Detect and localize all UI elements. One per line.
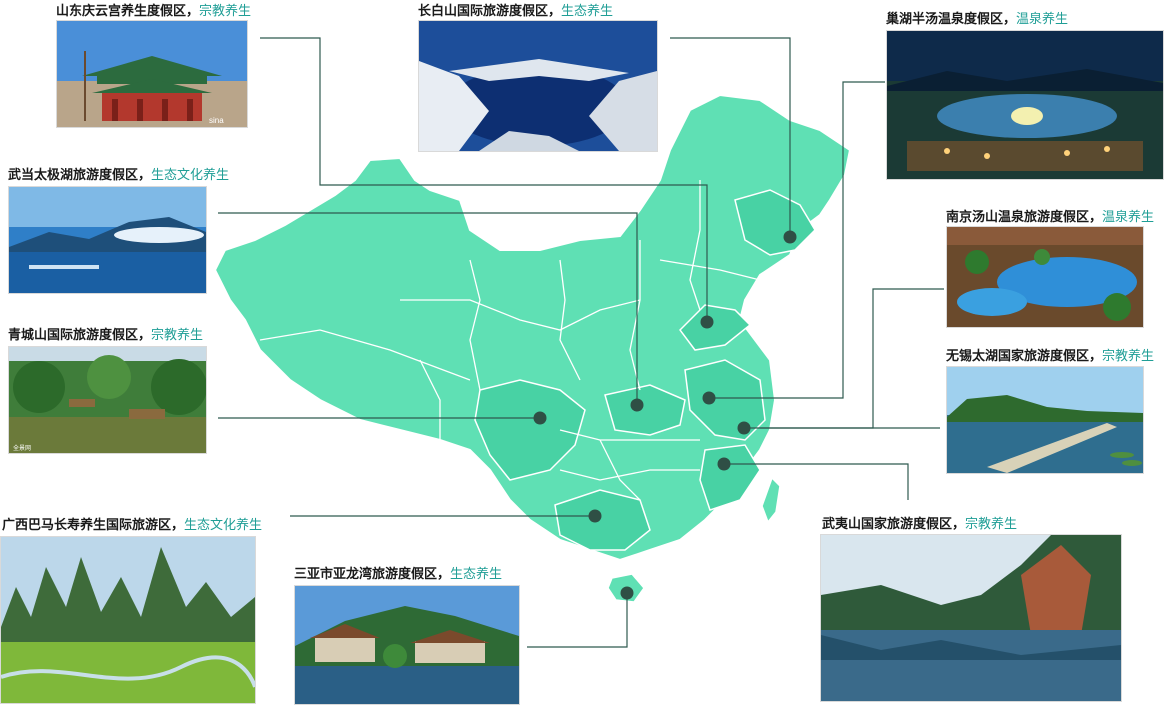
resort-category: 温泉养生	[1016, 11, 1069, 26]
location-markers	[533, 230, 797, 600]
province-guangxi	[554, 489, 651, 551]
resort-category: 生态养生	[561, 3, 614, 18]
marker-chaohu	[702, 391, 716, 405]
photo-tropical-villa	[294, 585, 520, 705]
leader-lines	[218, 37, 944, 648]
resort-category: 生态文化养生	[151, 167, 230, 182]
resort-caption: 山东庆云宫养生度假区，宗教养生	[56, 0, 251, 19]
china-mainland	[213, 93, 852, 562]
resort-category: 宗教养生	[1102, 348, 1155, 363]
resort-caption: 南京汤山温泉旅游度假区，温泉养生	[946, 206, 1154, 225]
province-hubei	[604, 384, 686, 436]
photo-lake-pier	[946, 366, 1144, 474]
photo-night-resort	[886, 30, 1164, 180]
caption-separator: ，	[138, 327, 152, 342]
resort-name: 南京汤山温泉旅游度假区	[946, 209, 1090, 224]
resort-name: 广西巴马长寿养生国际旅游区	[2, 517, 172, 532]
marker-guangxi	[588, 509, 602, 523]
resort-category: 生态养生	[450, 566, 503, 581]
caption-separator: ，	[1089, 348, 1103, 363]
resort-category: 温泉养生	[1102, 209, 1155, 224]
resort-name: 武当太极湖旅游度假区	[8, 167, 139, 182]
photo-watermark: 全景网	[13, 444, 31, 452]
province-anhui-jiangsu	[684, 359, 766, 441]
resort-name: 三亚市亚龙湾旅游度假区	[294, 566, 438, 581]
caption-separator: ，	[952, 516, 966, 531]
caption-separator: ，	[1003, 11, 1017, 26]
photo-forest-lake: 全景网	[8, 346, 207, 454]
photo-cliff-river	[820, 534, 1122, 702]
province-fujian	[699, 444, 761, 511]
marker-wudang	[630, 398, 644, 412]
marker-sanya	[620, 586, 634, 600]
resort-caption: 无锡太湖国家旅游度假区，宗教养生	[946, 345, 1154, 364]
marker-wuyishan	[717, 457, 731, 471]
resort-category: 生态文化养生	[184, 517, 263, 532]
caption-separator: ，	[138, 167, 152, 182]
resort-name: 武夷山国家旅游度假区	[822, 516, 953, 531]
resort-caption: 青城山国际旅游度假区，宗教养生	[8, 324, 203, 343]
resort-category: 宗教养生	[151, 327, 204, 342]
photo-karst	[0, 536, 256, 704]
photo-temple: sina	[56, 20, 248, 128]
resort-name: 无锡太湖国家旅游度假区	[946, 348, 1090, 363]
taiwan-island	[761, 476, 781, 524]
province-borders	[259, 180, 761, 501]
resort-caption: 巢湖半汤温泉度假区，温泉养生	[886, 8, 1068, 27]
resort-name: 长白山国际旅游度假区	[418, 3, 549, 18]
caption-separator: ，	[1089, 209, 1103, 224]
photo-hot-spring	[946, 226, 1144, 328]
marker-changbaishan	[783, 230, 797, 244]
resort-caption: 广西巴马长寿养生国际旅游区，生态文化养生	[2, 514, 262, 533]
resort-caption: 长白山国际旅游度假区，生态养生	[418, 0, 613, 19]
photo-watermark: sina	[209, 116, 224, 125]
resort-category: 宗教养生	[965, 516, 1018, 531]
province-shandong	[679, 304, 752, 351]
caption-separator: ，	[437, 566, 451, 581]
marker-qingchengshan	[533, 411, 547, 425]
resort-name: 山东庆云宫养生度假区	[56, 3, 187, 18]
resort-category: 宗教养生	[199, 3, 252, 18]
resort-caption: 武当太极湖旅游度假区，生态文化养生	[8, 164, 229, 183]
marker-nanjing	[737, 421, 751, 435]
caption-separator: ，	[548, 3, 562, 18]
resort-caption: 三亚市亚龙湾旅游度假区，生态养生	[294, 563, 502, 582]
resort-name: 巢湖半汤温泉度假区	[886, 11, 1004, 26]
resort-name: 青城山国际旅游度假区	[8, 327, 139, 342]
photo-crater-lake	[418, 20, 658, 152]
marker-shandong	[700, 315, 714, 329]
resort-caption: 武夷山国家旅游度假区，宗教养生	[822, 513, 1017, 532]
caption-separator: ，	[171, 517, 185, 532]
photo-mist-lake	[8, 186, 207, 294]
caption-separator: ，	[186, 3, 200, 18]
province-sichuan	[474, 379, 586, 481]
